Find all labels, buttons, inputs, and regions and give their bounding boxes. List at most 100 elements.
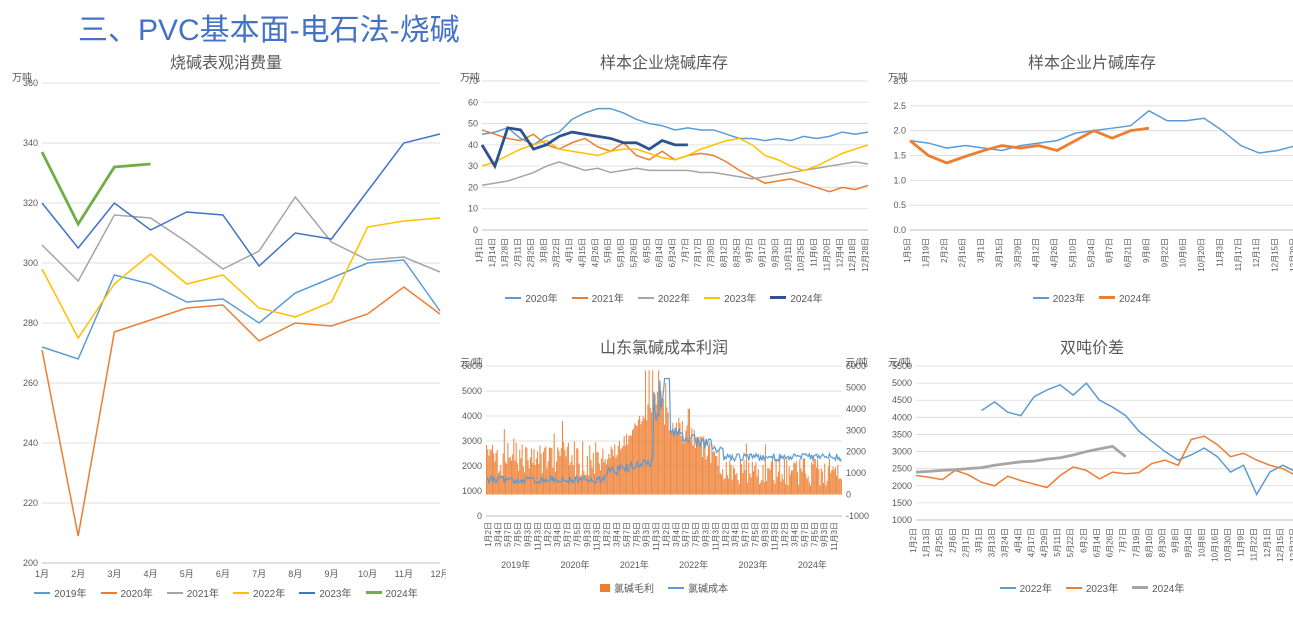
- svg-text:11月22日: 11月22日: [1250, 528, 1259, 561]
- svg-text:2.5: 2.5: [893, 101, 906, 111]
- legend-swatch: [1132, 586, 1148, 589]
- legend-item: 2023年: [1066, 580, 1118, 595]
- legend-swatch: [299, 592, 315, 594]
- legend-label: 氯碱毛利: [614, 580, 654, 595]
- ylabel: 万吨: [12, 69, 32, 84]
- svg-text:7月17日: 7月17日: [694, 238, 703, 267]
- chart-title: 样本企业片碱库存: [882, 49, 1293, 73]
- legend-label: 2023年: [1053, 290, 1085, 305]
- svg-text:8月25日: 8月25日: [732, 238, 741, 267]
- svg-text:1月13日: 1月13日: [922, 528, 931, 557]
- legend-label: 2022年: [658, 290, 690, 305]
- legend-item: 氯碱成本: [668, 580, 728, 595]
- svg-text:2024年: 2024年: [798, 559, 827, 570]
- svg-text:10月11日: 10月11日: [784, 238, 793, 271]
- svg-text:9月3日: 9月3日: [820, 522, 829, 547]
- legend-label: 2023年: [724, 290, 756, 305]
- legend-label: 2022年: [253, 585, 285, 600]
- svg-text:4月1日: 4月1日: [565, 238, 574, 263]
- svg-text:11月6日: 11月6日: [810, 238, 819, 267]
- svg-text:5月7日: 5月7日: [741, 522, 750, 547]
- legend-label: 2024年: [790, 290, 822, 305]
- svg-text:7月: 7月: [252, 569, 266, 579]
- chart4-svg: 0100020003000400050006000-10000100020003…: [454, 358, 874, 578]
- svg-text:9月24日: 9月24日: [1184, 528, 1193, 557]
- svg-text:1000: 1000: [462, 486, 482, 496]
- legend-swatch: [167, 592, 183, 594]
- svg-text:2021年: 2021年: [620, 559, 649, 570]
- legend-label: 2020年: [525, 290, 557, 305]
- legend-item: 2023年: [704, 290, 756, 305]
- svg-text:9月3日: 9月3日: [524, 522, 533, 547]
- svg-text:6月14日: 6月14日: [655, 238, 664, 267]
- svg-text:6月2日: 6月2日: [1079, 528, 1088, 553]
- svg-text:3月4日: 3月4日: [672, 522, 681, 547]
- svg-text:280: 280: [23, 318, 38, 328]
- svg-text:7月7日: 7月7日: [1119, 528, 1128, 553]
- legend-item: 2022年: [233, 585, 285, 600]
- chart-price-diff: 元/吨 双吨价差 1000150020002500300035004000450…: [882, 334, 1293, 614]
- svg-text:5月26日: 5月26日: [629, 238, 638, 267]
- svg-text:2023年: 2023年: [738, 559, 767, 570]
- legend-swatch: [1033, 297, 1049, 299]
- chart1-svg: 2002202402602803003203403601月2月3月4月5月6月7…: [6, 73, 446, 583]
- svg-text:9月8日: 9月8日: [1171, 528, 1180, 553]
- svg-text:9月8日: 9月8日: [1142, 238, 1151, 263]
- svg-text:7月5日: 7月5日: [692, 522, 701, 547]
- svg-text:12月29日: 12月29日: [1289, 238, 1293, 272]
- svg-text:7月5日: 7月5日: [632, 522, 641, 547]
- svg-text:340: 340: [23, 138, 38, 148]
- svg-text:3月15日: 3月15日: [995, 238, 1004, 267]
- legend-item: 2021年: [572, 290, 624, 305]
- svg-text:9月17日: 9月17日: [758, 238, 767, 267]
- svg-text:2月: 2月: [71, 569, 85, 579]
- svg-text:9月3日: 9月3日: [642, 522, 651, 547]
- chart-title: 烧碱表观消费量: [6, 49, 446, 73]
- svg-text:1月2日: 1月2日: [543, 522, 552, 547]
- svg-text:5月10日: 5月10日: [1068, 238, 1077, 267]
- svg-text:6月: 6月: [216, 569, 230, 579]
- legend-label: 2024年: [1119, 290, 1151, 305]
- ylabel: 万吨: [888, 69, 908, 84]
- legend-swatch: [704, 297, 720, 299]
- legend-swatch: [572, 297, 588, 299]
- svg-text:5000: 5000: [892, 378, 912, 388]
- legend-label: 2021年: [187, 585, 219, 600]
- svg-text:2月16日: 2月16日: [958, 238, 967, 267]
- svg-text:5月6日: 5月6日: [604, 238, 613, 263]
- ylabel-left: 元/吨: [460, 354, 483, 369]
- svg-text:11月17日: 11月17日: [1234, 238, 1243, 271]
- chart5-svg: 1000150020002500300035004000450050005500…: [882, 358, 1293, 578]
- chart2-svg: 0102030405060701月1日1月14日1月28日2月11日2月25日3…: [454, 73, 874, 288]
- svg-text:200: 200: [23, 558, 38, 568]
- svg-text:4月12日: 4月12日: [1032, 238, 1041, 267]
- svg-text:5月11日: 5月11日: [1053, 528, 1062, 557]
- svg-text:6月7日: 6月7日: [1105, 238, 1114, 263]
- svg-text:5000: 5000: [462, 386, 482, 396]
- svg-text:1月2日: 1月2日: [662, 522, 671, 547]
- svg-text:5月7日: 5月7日: [682, 522, 691, 547]
- svg-text:1月2日: 1月2日: [484, 522, 493, 547]
- svg-text:300: 300: [23, 258, 38, 268]
- svg-text:6月5日: 6月5日: [642, 238, 651, 263]
- svg-text:5月24日: 5月24日: [1087, 238, 1096, 267]
- legend-swatch: [668, 587, 684, 589]
- svg-text:4000: 4000: [462, 411, 482, 421]
- svg-text:9月3日: 9月3日: [702, 522, 711, 547]
- svg-text:11月3日: 11月3日: [533, 522, 542, 551]
- svg-text:50: 50: [468, 119, 478, 129]
- svg-text:3000: 3000: [892, 447, 912, 457]
- svg-text:7月5日: 7月5日: [514, 522, 523, 547]
- svg-text:7月5日: 7月5日: [751, 522, 760, 547]
- legend-item: 2020年: [101, 585, 153, 600]
- svg-text:9月: 9月: [324, 569, 338, 579]
- svg-text:3000: 3000: [462, 436, 482, 446]
- svg-text:12月28日: 12月28日: [861, 238, 870, 272]
- svg-text:11月3日: 11月3日: [830, 522, 839, 551]
- chart4-legend: 氯碱毛利氯碱成本: [454, 578, 874, 597]
- ylabel: 万吨: [460, 69, 480, 84]
- legend-swatch: [600, 584, 610, 592]
- legend-item: 2020年: [505, 290, 557, 305]
- svg-text:1月14日: 1月14日: [488, 238, 497, 267]
- svg-text:2月25日: 2月25日: [526, 238, 535, 267]
